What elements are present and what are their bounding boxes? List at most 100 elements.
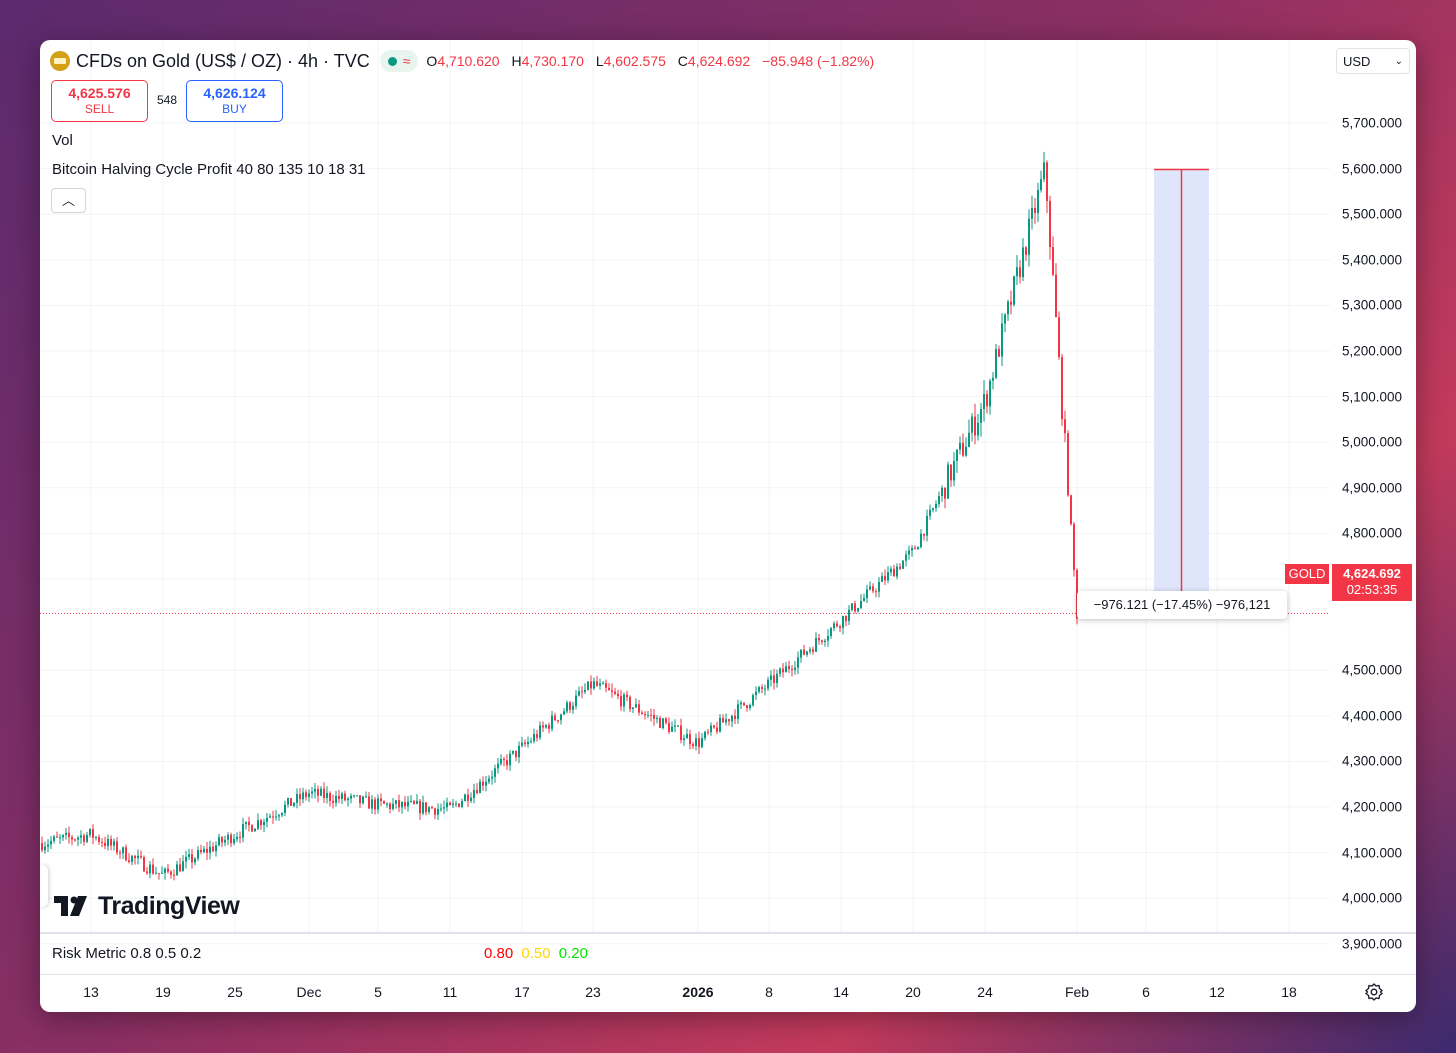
candle-body bbox=[1007, 301, 1009, 315]
candle-body bbox=[257, 820, 259, 829]
candle-body bbox=[878, 581, 880, 592]
settings-gear-icon[interactable] bbox=[1364, 982, 1384, 1002]
candle-body bbox=[218, 837, 220, 846]
candle-body bbox=[737, 704, 739, 720]
candle-body bbox=[281, 812, 283, 816]
candle-body bbox=[509, 753, 511, 766]
sell-button[interactable]: 4,625.576 SELL bbox=[51, 80, 148, 122]
candle-body bbox=[623, 694, 625, 707]
candle-body bbox=[641, 712, 643, 715]
candle-body bbox=[497, 763, 499, 769]
candle-body bbox=[413, 801, 415, 804]
candle-body bbox=[320, 788, 322, 796]
candle-body bbox=[914, 547, 916, 550]
tradingview-logo[interactable]: TradingView bbox=[54, 892, 240, 921]
candle-body bbox=[389, 803, 391, 809]
candle-body bbox=[902, 560, 904, 569]
candle-body bbox=[785, 666, 787, 673]
legend-volume[interactable]: Vol bbox=[52, 132, 73, 149]
change-readout: −85.948 (−1.82%) bbox=[762, 53, 875, 69]
candle-body bbox=[974, 416, 976, 436]
candle-body bbox=[317, 788, 319, 796]
candle-body bbox=[854, 603, 856, 612]
market-status-pill[interactable]: ≈ bbox=[379, 50, 419, 72]
candle-body bbox=[341, 793, 343, 800]
candle-body bbox=[365, 796, 367, 798]
price-tick-label: 5,400.000 bbox=[1342, 252, 1403, 268]
candle-body bbox=[542, 725, 544, 728]
candle-body bbox=[323, 788, 325, 799]
candle-body bbox=[215, 845, 217, 852]
candle-body bbox=[245, 821, 247, 825]
buy-button[interactable]: 4,626.124 BUY bbox=[186, 80, 283, 122]
candle-body bbox=[908, 550, 910, 555]
candle-body bbox=[896, 566, 898, 577]
candle-body bbox=[707, 731, 709, 733]
side-panel-handle[interactable] bbox=[40, 865, 48, 907]
price-tick-label: 3,900.000 bbox=[1342, 936, 1403, 952]
candle-body bbox=[329, 792, 331, 801]
candle-body bbox=[377, 798, 379, 810]
price-tick-label: 4,300.000 bbox=[1342, 753, 1403, 769]
candle-body bbox=[920, 533, 922, 548]
candle-body bbox=[611, 690, 613, 692]
candle-body bbox=[1013, 276, 1015, 305]
candle-body bbox=[371, 799, 373, 809]
candle-body bbox=[665, 718, 667, 723]
candle-body bbox=[59, 837, 61, 839]
candle-body bbox=[557, 720, 559, 722]
candle-body bbox=[1001, 323, 1003, 357]
candle-body bbox=[992, 377, 994, 381]
candle-body bbox=[1040, 179, 1042, 191]
tradingview-icon bbox=[54, 895, 87, 916]
candle-body bbox=[299, 794, 301, 800]
candle-body bbox=[1061, 357, 1063, 420]
candle-body bbox=[113, 841, 115, 846]
candle-body bbox=[470, 797, 472, 801]
candle-body bbox=[62, 835, 64, 838]
time-tick-label: 23 bbox=[585, 984, 601, 1000]
candle-body bbox=[803, 649, 805, 655]
candle-body bbox=[899, 566, 901, 569]
candle-body bbox=[662, 718, 664, 728]
candle-body bbox=[233, 839, 235, 844]
candle-body bbox=[374, 799, 376, 810]
symbol-title[interactable]: CFDs on Gold (US$ / OZ) · 4h · TVC bbox=[76, 50, 370, 71]
candle-body bbox=[203, 848, 205, 853]
price-tick-label: 4,500.000 bbox=[1342, 662, 1403, 678]
candle-body bbox=[179, 864, 181, 872]
price-chart[interactable] bbox=[40, 40, 1416, 1012]
candle-body bbox=[383, 801, 385, 804]
collapse-legend-button[interactable]: ︿ bbox=[51, 188, 86, 213]
risk-metric-label[interactable]: Risk Metric 0.8 0.5 0.2 bbox=[52, 945, 202, 962]
candle-body bbox=[212, 846, 214, 852]
candle-body bbox=[443, 807, 445, 809]
candle-body bbox=[230, 834, 232, 844]
candle-body bbox=[971, 416, 973, 433]
candle-body bbox=[428, 807, 430, 812]
candle-body bbox=[461, 801, 463, 807]
measure-readout[interactable]: −976.121 (−17.45%) −976,121 bbox=[1077, 591, 1287, 619]
candle-body bbox=[119, 852, 121, 854]
candle-body bbox=[89, 828, 91, 835]
candle-body bbox=[473, 790, 475, 798]
legend-indicator[interactable]: Bitcoin Halving Cycle Profit 40 80 135 1… bbox=[52, 161, 366, 178]
candle-body bbox=[500, 759, 502, 764]
time-tick-label: 19 bbox=[155, 984, 171, 1000]
candle-body bbox=[548, 725, 550, 729]
candle-body bbox=[884, 576, 886, 581]
candle-body bbox=[128, 860, 130, 862]
candle-body bbox=[647, 714, 649, 716]
candle-body bbox=[845, 615, 847, 622]
price-tick-label: 5,000.000 bbox=[1342, 434, 1403, 450]
candle-body bbox=[350, 795, 352, 799]
candle-body bbox=[794, 667, 796, 671]
candle-body bbox=[839, 626, 841, 628]
candle-body bbox=[290, 798, 292, 806]
candle-body bbox=[581, 691, 583, 693]
candle-body bbox=[236, 836, 238, 840]
candle-body bbox=[911, 547, 913, 551]
currency-select[interactable]: USD ⌄ bbox=[1336, 48, 1410, 74]
pane-divider[interactable] bbox=[40, 932, 1416, 934]
candle-body bbox=[1046, 162, 1048, 201]
